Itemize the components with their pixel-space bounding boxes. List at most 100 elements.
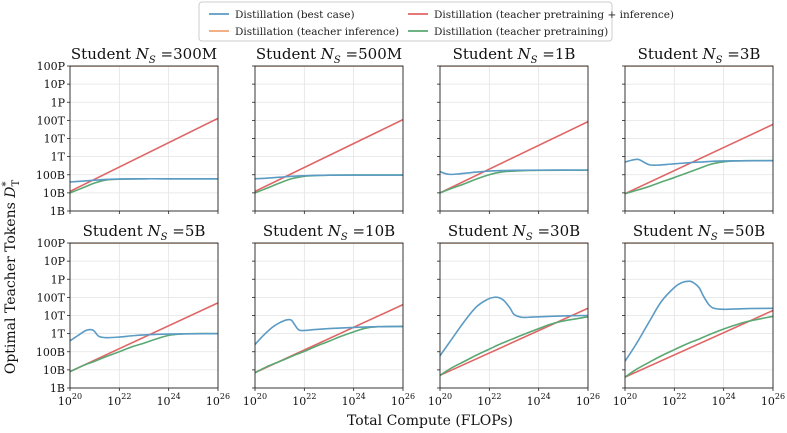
series-group xyxy=(70,243,218,373)
x-tick-label: 1022 xyxy=(292,392,316,408)
x-tick-base: 10 xyxy=(206,395,220,408)
panel-title-symbol: N xyxy=(517,45,532,63)
panel-title-subscript: S xyxy=(334,55,341,66)
y-tick-label: 10T xyxy=(44,133,66,146)
y-tick-label: 1T xyxy=(51,151,66,164)
x-tick-base: 10 xyxy=(107,395,121,408)
x-tick-base: 10 xyxy=(662,395,676,408)
x-tick-exponent: 26 xyxy=(220,392,230,401)
series-best-case-line xyxy=(255,318,403,346)
panel-title-symbol: N xyxy=(147,222,162,240)
panel-title: Student NS =50B xyxy=(633,222,765,243)
x-tick-label: 1022 xyxy=(662,392,686,408)
panel-title-prefix: Student xyxy=(263,222,328,240)
series-teacher-pretraining-line xyxy=(440,315,588,377)
y-tick-label: 1B xyxy=(50,382,65,395)
x-tick-label: 1026 xyxy=(576,392,600,408)
panel-title-value: =3B xyxy=(722,45,760,63)
x-tick-exponent: 20 xyxy=(257,392,267,401)
panel-title-symbol: N xyxy=(697,222,712,240)
panel-title-subscript: S xyxy=(716,55,723,66)
y-tick-label: 100P xyxy=(37,237,66,250)
panel-title-subscript: S xyxy=(341,232,348,243)
y-tick-label: 10T xyxy=(44,310,66,323)
grid xyxy=(69,242,219,389)
x-tick-exponent: 26 xyxy=(775,392,785,401)
x-tick-label: 1026 xyxy=(761,392,785,408)
series-best-case-line xyxy=(70,328,218,342)
x-tick-base: 10 xyxy=(292,395,306,408)
legend-frame xyxy=(198,1,613,42)
panel-title: Student NS =3B xyxy=(638,45,761,66)
grid xyxy=(624,65,774,212)
panel-title-prefix: Student xyxy=(453,45,518,63)
panel-title: Student NS =5B xyxy=(83,222,206,243)
panel-title-value: =500M xyxy=(341,45,402,63)
x-tick-label: 1024 xyxy=(527,392,551,408)
panel-title-symbol: N xyxy=(135,45,150,63)
series-teacher-pretraining-inference-line xyxy=(440,120,588,194)
x-tick-label: 1022 xyxy=(107,392,131,408)
grid xyxy=(69,65,219,212)
x-tick-exponent: 24 xyxy=(726,392,736,401)
series-best-case-line xyxy=(625,158,773,166)
series-group xyxy=(440,66,588,194)
x-tick-exponent: 22 xyxy=(306,392,316,401)
x-tick-exponent: 20 xyxy=(627,392,637,401)
legend: Distillation (best case) Distillation (t… xyxy=(198,1,674,42)
panel-title: Student NS =30B xyxy=(448,222,580,243)
panel-title-subscript: S xyxy=(531,55,538,66)
panel-title-prefix: Student xyxy=(83,222,148,240)
panel-title-subscript: S xyxy=(526,232,533,243)
x-tick-base: 10 xyxy=(342,395,356,408)
panel-title-prefix: Student xyxy=(71,45,136,63)
legend-label-best: Distillation (best case) xyxy=(235,9,355,21)
y-tick-label: 100B xyxy=(36,346,65,359)
x-tick-label: 1026 xyxy=(391,392,415,408)
panel-title-value: =50B xyxy=(718,222,765,240)
series-best-case-line xyxy=(440,169,588,176)
y-tick-label: 10P xyxy=(44,255,66,268)
series-teacher-pretraining-line xyxy=(255,325,403,374)
y-tick-label: 1P xyxy=(51,96,66,109)
legend-label-pretraining: Distillation (teacher pretraining) xyxy=(434,26,608,38)
panel-title-symbol: N xyxy=(320,45,335,63)
series-group xyxy=(440,243,588,377)
series-group xyxy=(625,66,773,195)
panel-2: Student NS =500M xyxy=(252,45,404,214)
x-tick-exponent: 20 xyxy=(72,392,82,401)
panel-title: Student NS =1B xyxy=(453,45,576,66)
x-tick-base: 10 xyxy=(243,395,257,408)
x-tick-base: 10 xyxy=(712,395,726,408)
y-tick-label: 100P xyxy=(37,60,66,73)
panel-title-value: =30B xyxy=(533,222,580,240)
panel-title-prefix: Student xyxy=(638,45,703,63)
panel-title-symbol: N xyxy=(327,222,342,240)
panel-1: Student NS =300M 1B 10B 100B 1T 10T 100T 1P 10P 1… xyxy=(36,45,219,218)
y-tick-label: 10P xyxy=(44,78,66,91)
x-tick-base: 10 xyxy=(391,395,405,408)
y-tick-label: 100T xyxy=(37,114,66,127)
panel-5: Student NS =5B 1B 10B 100B 1T 10T 100T 1P 10P 100… xyxy=(36,222,230,408)
x-tick-exponent: 24 xyxy=(356,392,366,401)
series-group xyxy=(255,243,403,374)
x-tick-base: 10 xyxy=(761,395,775,408)
series-teacher-pretraining-inference-line xyxy=(440,307,588,377)
series-teacher-pretraining-line xyxy=(70,332,218,373)
panel-title-prefix: Student xyxy=(256,45,321,63)
x-tick-exponent: 20 xyxy=(442,392,452,401)
x-tick-exponent: 26 xyxy=(405,392,415,401)
x-tick-label: 1020 xyxy=(613,392,637,408)
panels: Student NS =300M1B10B100B1T10T100T1P10P1… xyxy=(36,45,785,408)
x-tick-label: 1024 xyxy=(342,392,366,408)
x-tick-label: 1022 xyxy=(477,392,501,408)
x-tick-base: 10 xyxy=(428,395,442,408)
panel-title-symbol: N xyxy=(512,222,527,240)
x-tick-base: 10 xyxy=(527,395,541,408)
legend-label-pretraining-inference: Distillation (teacher pretraining + infe… xyxy=(434,9,674,21)
panel-title-value: =300M xyxy=(156,45,217,63)
panel-title-prefix: Student xyxy=(633,222,698,240)
x-tick-label: 1024 xyxy=(712,392,736,408)
